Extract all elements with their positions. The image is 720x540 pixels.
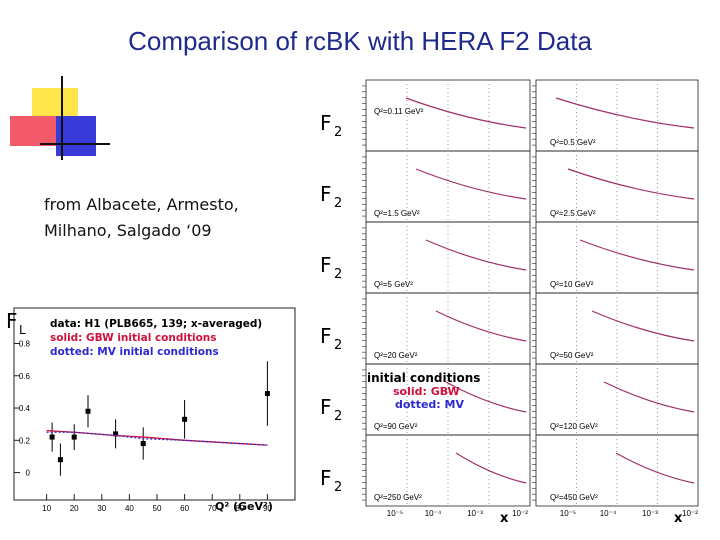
f2-x-tick-label: 10⁻²	[512, 509, 528, 518]
q2-label: Q²=50 GeV²	[550, 351, 594, 360]
data-point	[140, 441, 146, 447]
y-tick-label: 0.8	[19, 339, 31, 348]
f2-label: F	[320, 466, 332, 490]
plot-frame	[13, 307, 296, 501]
f2-x-tick-label: 10⁻⁴	[425, 509, 442, 518]
data-point	[85, 408, 91, 414]
f2-legend-solid: solid: GBW	[393, 385, 460, 398]
f2-legend-heading: initial conditions	[367, 371, 480, 385]
q2-label: Q²=0.11 GeV²	[374, 107, 424, 116]
f2-x-tick-label: 10⁻⁵	[387, 509, 403, 518]
f2-curve	[615, 452, 695, 484]
q2-label: Q²=450 GeV²	[550, 493, 598, 502]
f2-x-tick-label: 10⁻³	[467, 509, 483, 518]
f2-label-sub: 2	[334, 196, 342, 211]
x-tick-label: 40	[125, 504, 134, 513]
q2-label: Q²=20 GeV²	[374, 351, 418, 360]
f2-label: F	[320, 324, 332, 348]
data-point	[264, 391, 270, 397]
data-point	[71, 434, 77, 440]
q2-label: Q²=0.5 GeV²	[550, 138, 596, 147]
y-tick-label: 0.2	[19, 436, 31, 445]
slide-title: Comparison of rcBK with HERA F2 Data	[128, 26, 592, 56]
f2-label-sub: 2	[334, 267, 342, 282]
deco-red	[10, 116, 56, 146]
x-tick-label: 60	[180, 504, 189, 513]
x-tick-label: 70	[208, 504, 217, 513]
citation: Milhano, Salgado ‘09	[44, 221, 212, 240]
y-axis-label-sub: L	[19, 323, 26, 337]
q2-label: Q²=5 GeV²	[374, 280, 413, 289]
data-point	[57, 457, 63, 463]
f2-curve	[435, 310, 527, 342]
citation: from Albacete, Armesto,	[44, 195, 239, 214]
fl-chart: 0 0.2 0.4 0.6 0.8 10 20 30 40 50 60 70 80 90 F L Q² (GeV…	[6, 307, 296, 513]
y-axis-label: F	[6, 309, 18, 333]
model-curve	[46, 431, 268, 446]
q2-label: Q²=1.5 GeV²	[374, 209, 420, 218]
f2-curve	[591, 310, 695, 342]
f2-label: F	[320, 253, 332, 277]
f2-legend-dotted: dotted: MV	[395, 398, 464, 411]
f2-label-sub: 2	[334, 480, 342, 495]
f2-x-tick-label: 10⁻³	[642, 509, 658, 518]
f2-x-tick-label: 10⁻⁴	[600, 509, 617, 518]
f2-label-sub: 2	[334, 125, 342, 140]
x-axis-label: Q² (GeV²)	[215, 500, 273, 513]
f2-x-label: x	[674, 511, 683, 526]
f2-curve	[567, 168, 695, 200]
q2-label: Q²=250 GeV²	[374, 493, 422, 502]
f2-label-sub: 2	[334, 409, 342, 424]
q2-label: Q²=90 GeV²	[374, 422, 418, 431]
y-tick-label: 0	[26, 469, 31, 478]
data-point	[113, 431, 119, 437]
f2-curve	[445, 381, 527, 413]
x-tick-label: 50	[153, 504, 162, 513]
data-point	[49, 434, 55, 440]
f2-curve	[603, 381, 695, 413]
q2-label: Q²=2.5 GeV²	[550, 209, 596, 218]
f2-x-label: x	[500, 511, 509, 526]
f2-x-tick-label: 10⁻²	[682, 509, 698, 518]
legend-entry: data: H1 (PLB665, 139; x-averaged)	[50, 318, 262, 330]
q2-label: Q²=120 GeV²	[550, 422, 598, 431]
x-tick-label: 10	[42, 504, 51, 513]
f2-curve	[425, 239, 527, 271]
f2-label: F	[320, 395, 332, 419]
x-tick-label: 80	[235, 504, 244, 513]
f2-label: F	[320, 182, 332, 206]
f2-curve	[405, 97, 527, 129]
x-tick-label: 90	[263, 504, 272, 513]
legend-entry: solid: GBW initial conditions	[50, 332, 217, 344]
f2-curve	[555, 97, 695, 129]
y-tick-label: 0.6	[19, 372, 31, 381]
data-point	[182, 416, 188, 422]
f2-curve	[579, 239, 695, 271]
f2-x-tick-label: 10⁻⁵	[560, 509, 576, 518]
q2-label: Q²=10 GeV²	[550, 280, 594, 289]
y-tick-label: 0.4	[19, 404, 31, 413]
x-tick-label: 20	[70, 504, 79, 513]
f2-label: F	[320, 111, 332, 135]
f2-label-sub: 2	[334, 338, 342, 353]
x-tick-label: 30	[97, 504, 106, 513]
f2-curve	[415, 168, 527, 200]
legend-entry: dotted: MV initial conditions	[50, 346, 219, 358]
f2-curve	[455, 452, 527, 484]
